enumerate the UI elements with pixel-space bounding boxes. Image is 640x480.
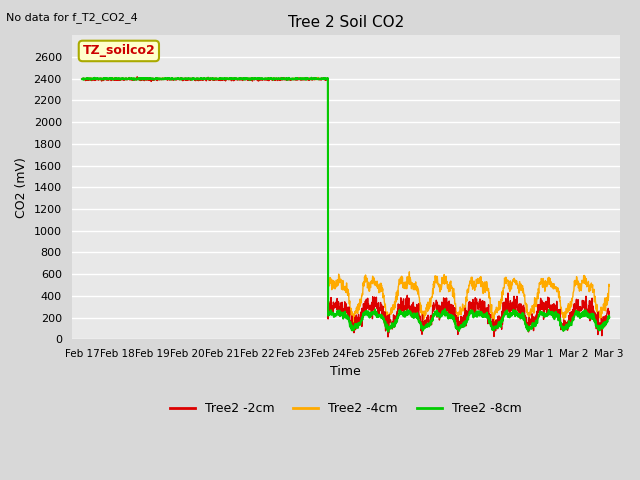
Tree2 -2cm [335,305,342,311]
Line: Tree2 -4cm: Tree2 -4cm [82,77,609,322]
Tree2 -2cm [590,309,598,315]
Tree2 -8cm [105,75,113,81]
Tree2 -2cm [494,326,502,332]
Tree2 -4cm [591,299,598,305]
Legend: Tree2 -2cm, Tree2 -4cm, Tree2 -8cm: Tree2 -2cm, Tree2 -4cm, Tree2 -8cm [165,397,527,420]
Title: Tree 2 Soil CO2: Tree 2 Soil CO2 [287,15,404,30]
Text: TZ_soilco2: TZ_soilco2 [83,45,156,58]
Line: Tree2 -8cm: Tree2 -8cm [82,78,609,332]
Tree2 -8cm [590,316,598,322]
Tree2 -4cm [321,76,328,82]
Tree2 -2cm [605,310,613,316]
Tree2 -4cm [78,76,86,82]
X-axis label: Time: Time [330,365,361,378]
Tree2 -4cm [350,319,358,325]
Tree2 -2cm [591,313,598,319]
Y-axis label: CO2 (mV): CO2 (mV) [15,157,28,218]
Tree2 -8cm [591,319,598,324]
Tree2 -8cm [78,76,86,82]
Tree2 -4cm [605,283,613,289]
Tree2 -8cm [335,312,342,318]
Tree2 -2cm [78,76,86,82]
Line: Tree2 -2cm: Tree2 -2cm [82,77,609,337]
Tree2 -2cm [133,74,141,80]
Tree2 -8cm [494,324,502,329]
Tree2 -8cm [321,75,328,81]
Tree2 -2cm [105,77,113,83]
Tree2 -8cm [385,329,392,335]
Tree2 -8cm [605,314,613,320]
Tree2 -4cm [335,271,342,277]
Tree2 -4cm [105,76,113,82]
Tree2 -4cm [314,74,322,80]
Tree2 -2cm [384,334,392,340]
Tree2 -2cm [321,76,328,82]
Tree2 -8cm [308,75,316,81]
Tree2 -4cm [494,308,502,313]
Text: No data for f_T2_CO2_4: No data for f_T2_CO2_4 [6,12,138,23]
Tree2 -4cm [590,293,598,299]
